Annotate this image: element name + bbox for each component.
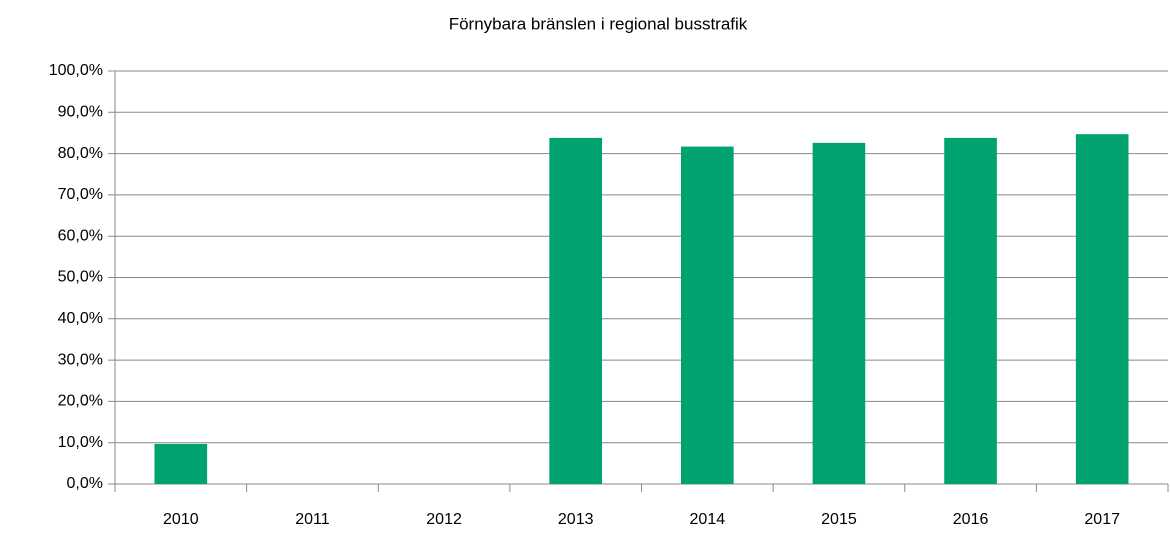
x-tick-label: 2013	[558, 511, 594, 528]
bar	[1075, 134, 1129, 484]
y-tick-label: 10,0%	[58, 434, 103, 451]
y-tick-label: 70,0%	[58, 186, 103, 203]
x-tick-label: 2011	[295, 511, 330, 528]
bar	[680, 146, 734, 485]
x-tick-label: 2015	[821, 511, 857, 528]
y-tick-label: 80,0%	[58, 145, 103, 162]
chart-title: Förnybara bränslen i regional busstrafik	[449, 14, 748, 33]
x-tick-label: 2014	[690, 511, 726, 528]
y-tick-label: 90,0%	[58, 104, 103, 121]
y-tick-label: 50,0%	[58, 269, 103, 286]
bar	[944, 137, 997, 484]
bar	[812, 142, 866, 484]
y-tick-label: 0,0%	[67, 475, 103, 492]
y-tick-label: 30,0%	[58, 351, 103, 368]
y-tick-label: 100,0%	[49, 62, 103, 79]
y-tick-label: 20,0%	[58, 393, 103, 410]
x-tick-label: 2016	[953, 511, 989, 528]
bar	[154, 443, 208, 484]
y-tick-label: 60,0%	[58, 227, 103, 244]
x-tick-label: 2017	[1084, 511, 1120, 528]
bar	[549, 137, 603, 484]
x-tick-label: 2010	[163, 511, 199, 528]
y-tick-label: 40,0%	[58, 310, 103, 327]
x-tick-label: 2012	[426, 511, 462, 528]
